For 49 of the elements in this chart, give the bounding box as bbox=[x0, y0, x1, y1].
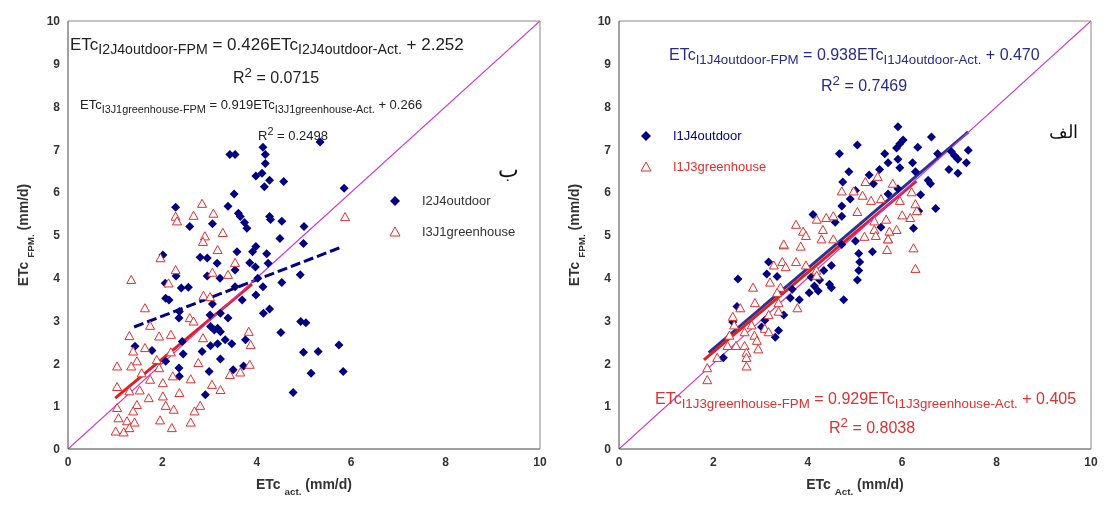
y-tick-label: 3 bbox=[53, 313, 61, 328]
y-tick-label: 3 bbox=[604, 313, 612, 328]
x-tick-label: 10 bbox=[1084, 454, 1098, 469]
y-tick-label: 10 bbox=[597, 14, 612, 29]
x-tick-label: 2 bbox=[159, 454, 167, 469]
legend-label: I2J4outdoor bbox=[422, 193, 491, 208]
x-tick-label: 8 bbox=[993, 454, 1001, 469]
annotation: ETc$_{I3J1greenhouse-FPM}$ = 0.919ETc$_{I3J1greenhouse-Act.}$ + 0.266 bbox=[80, 97, 423, 116]
y-tick-label: 6 bbox=[604, 185, 612, 200]
x-tick-label: 4 bbox=[253, 454, 261, 469]
y-tick-label: 4 bbox=[604, 271, 612, 286]
x-tick-label: 2 bbox=[710, 454, 718, 469]
y-tick-label: 8 bbox=[604, 99, 612, 114]
x-tick-label: 0 bbox=[615, 454, 623, 469]
legend-label: I1J4outdoor bbox=[673, 128, 742, 143]
annotation: الف bbox=[1049, 122, 1078, 143]
y-tick-label: 1 bbox=[604, 399, 612, 414]
annotation: R$^{2}$ = 0.7469 bbox=[821, 73, 908, 95]
y-tick-label: 7 bbox=[53, 142, 61, 157]
x-axis-title: ETc $_{act.}$ (mm/d) bbox=[256, 476, 352, 497]
y-tick-label: 8 bbox=[53, 99, 61, 114]
annotation: ETc$_{I2J4outdoor-FPM}$ = 0.426ETc$_{I2J4outdoor-Act.}$ + 2.252 bbox=[70, 35, 464, 58]
y-tick-label: 7 bbox=[604, 142, 612, 157]
y-tick-label: 10 bbox=[46, 14, 61, 29]
y-tick-label: 9 bbox=[604, 57, 612, 72]
x-axis-title: ETc $_{Act.}$ (mm/d) bbox=[806, 476, 904, 497]
x-tick-label: 0 bbox=[64, 454, 72, 469]
y-tick-label: 4 bbox=[53, 271, 61, 286]
annotation: R$^{2}$ = 0.2498 bbox=[258, 125, 328, 144]
y-tick-label: 0 bbox=[53, 442, 61, 457]
annotation: ETc$_{I1J4outdoor-FPM}$ = 0.938ETc$_{I1J4outdoor-Act.}$ + 0.470 bbox=[669, 46, 1040, 68]
x-tick-label: 6 bbox=[347, 454, 355, 469]
y-tick-label: 6 bbox=[53, 185, 61, 200]
y-tick-label: 2 bbox=[53, 356, 61, 371]
x-tick-label: 4 bbox=[804, 454, 812, 469]
x-tick-label: 6 bbox=[898, 454, 906, 469]
legend-label: I1J3greenhouse bbox=[673, 159, 767, 174]
y-tick-label: 1 bbox=[53, 399, 61, 414]
annotation: R$^{2}$ = 0.0715 bbox=[233, 65, 320, 87]
legend-label: I3J1greenhouse bbox=[422, 224, 516, 239]
y-tick-label: 5 bbox=[53, 228, 61, 243]
annotation: ب bbox=[498, 157, 519, 183]
x-tick-label: 10 bbox=[533, 454, 547, 469]
y-tick-label: 0 bbox=[604, 442, 612, 457]
y-tick-label: 9 bbox=[53, 57, 61, 72]
annotation: R$^{2}$ = 0.8038 bbox=[829, 415, 916, 437]
x-tick-label: 8 bbox=[442, 454, 450, 469]
y-tick-label: 2 bbox=[604, 356, 612, 371]
y-tick-label: 5 bbox=[604, 228, 612, 243]
